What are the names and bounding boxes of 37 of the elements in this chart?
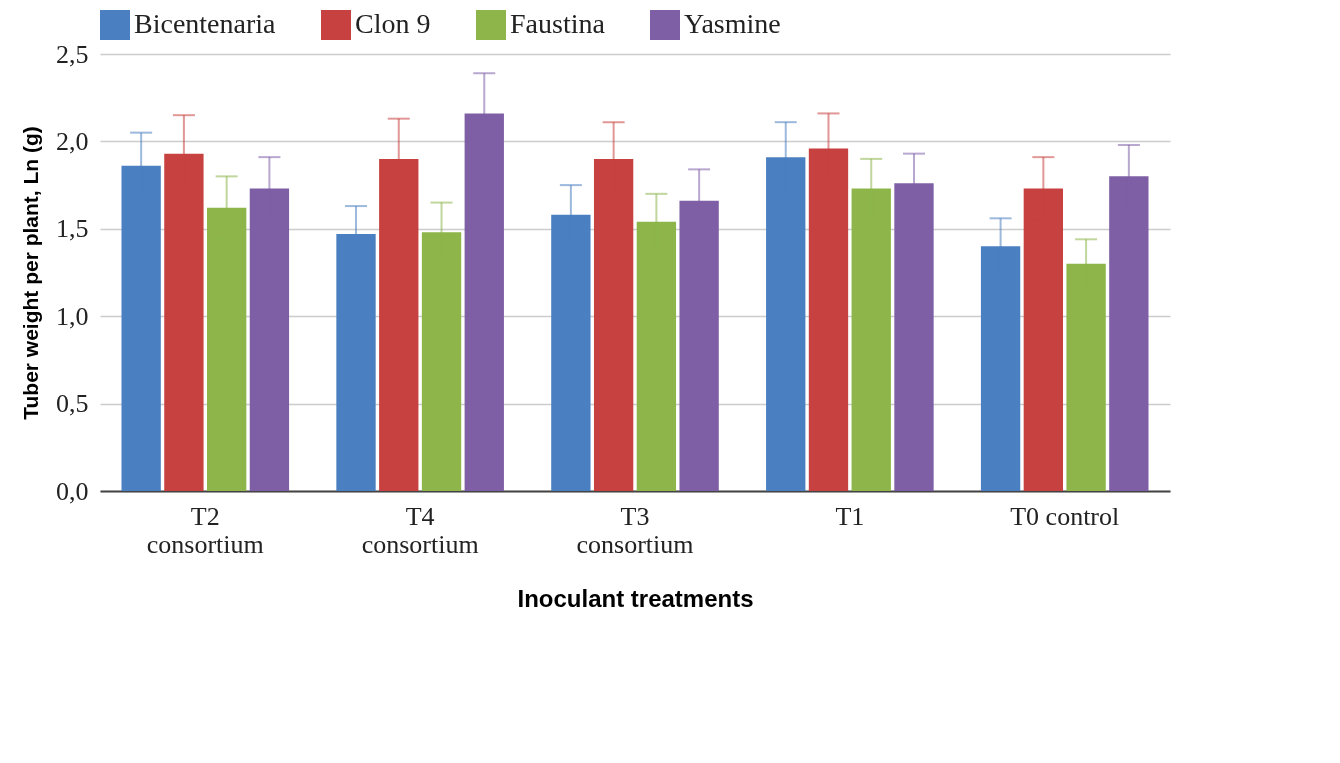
y-axis-title: Tuber weight per plant, Ln (g)	[19, 126, 42, 420]
y-tick-label: 1,5	[56, 214, 89, 244]
bar	[766, 157, 806, 491]
y-tick-label: 2,0	[56, 126, 89, 156]
x-tick-label: T2 consortium	[146, 501, 264, 559]
y-tick-label: 0,0	[56, 476, 89, 506]
y-tick-label: 2,5	[56, 39, 89, 69]
bar	[1066, 263, 1106, 491]
bar	[636, 221, 677, 491]
x-axis-title: Inoculant treatments	[517, 584, 754, 612]
bar	[894, 183, 934, 491]
bar	[421, 232, 462, 491]
legend-label: Faustina	[510, 8, 606, 39]
bar	[1023, 188, 1064, 491]
bar	[808, 148, 849, 491]
bar	[980, 246, 1021, 491]
bar	[551, 214, 591, 491]
y-tick-label: 1,0	[56, 301, 89, 331]
bar	[851, 188, 891, 491]
legend-label: Yasmine	[684, 8, 781, 39]
bar	[164, 153, 204, 491]
y-tick-label: 0,5	[56, 389, 89, 419]
bar	[1109, 176, 1149, 491]
bar	[593, 158, 634, 491]
x-tick-label: T3 consortium	[576, 501, 694, 559]
bar	[679, 200, 719, 491]
bar	[121, 165, 161, 491]
legend-label: Clon 9	[355, 8, 431, 39]
bar	[464, 113, 504, 491]
bar	[249, 188, 290, 491]
x-tick-label: T1	[835, 501, 865, 531]
bar	[379, 158, 419, 491]
bar	[336, 234, 376, 491]
x-tick-label: T0 control	[1010, 501, 1120, 531]
legend-label: Bicentenaria	[134, 8, 277, 39]
bar	[206, 207, 247, 491]
x-tick-label: T4 consortium	[361, 501, 479, 559]
